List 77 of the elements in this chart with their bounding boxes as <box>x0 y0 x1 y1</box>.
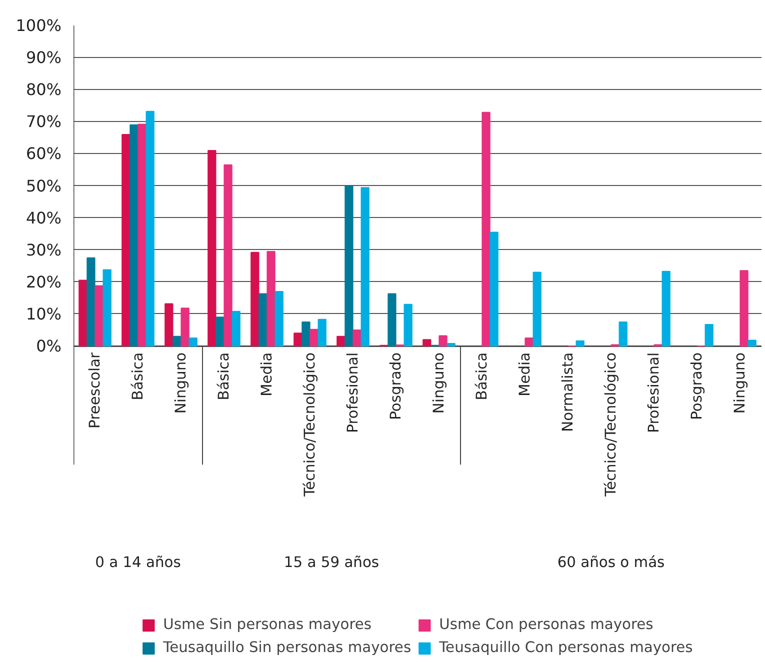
legend-label: Teusaquillo Con personas mayores <box>439 639 693 656</box>
bar <box>490 232 498 347</box>
x-tick-label: Ninguno <box>430 352 448 414</box>
x-tick-label: Básica <box>216 352 232 400</box>
bar <box>662 270 670 347</box>
x-tick-label: Media <box>258 352 276 396</box>
y-tick-label: 100% <box>16 16 62 35</box>
bar <box>188 337 198 347</box>
x-tick-label: Técnico/Tecnológico <box>302 352 318 498</box>
y-tick-label: 50% <box>26 176 62 196</box>
bar <box>740 270 748 347</box>
text: 15 a 59 años <box>284 554 380 571</box>
x-tick-label: Normalista <box>560 352 576 432</box>
text: 0 a 14 años <box>95 554 181 571</box>
bar <box>524 337 534 347</box>
bar <box>232 310 240 347</box>
bar <box>482 112 490 347</box>
x-tick-label: Posgrado <box>388 352 404 420</box>
bar <box>180 308 190 347</box>
bar <box>352 329 362 347</box>
bar <box>318 318 326 347</box>
y-tick-label: 40% <box>26 208 62 228</box>
bar <box>274 291 284 347</box>
bar <box>404 304 412 347</box>
bar <box>146 110 154 347</box>
bar <box>172 336 182 347</box>
bar <box>216 316 224 347</box>
y-tick-label: 70% <box>26 112 62 132</box>
y-tick-label: 20% <box>26 272 62 292</box>
x-tick-label: Profesional <box>646 352 662 433</box>
bar <box>618 321 628 347</box>
y-tick-label: 30% <box>26 240 62 260</box>
bar <box>446 342 456 347</box>
bar <box>388 293 396 347</box>
y-tick-label: 80% <box>26 80 62 100</box>
legend-label: Usme Sin personas mayores <box>163 616 372 633</box>
bar <box>532 272 542 347</box>
x-tick-label: Básica <box>130 352 146 400</box>
bar <box>294 332 302 347</box>
y-tick-label: 0% <box>36 336 62 356</box>
text: 60 años o más <box>557 554 665 571</box>
y-tick-label: 90% <box>26 48 62 68</box>
bar <box>310 328 318 347</box>
bar <box>102 269 112 347</box>
bar <box>224 164 232 347</box>
x-tick-label: Ninguno <box>732 352 748 414</box>
bar <box>704 324 714 347</box>
bar <box>576 340 584 347</box>
bar <box>138 124 146 347</box>
bar <box>86 257 96 347</box>
x-tick-label: Posgrado <box>688 352 706 420</box>
y-tick-label: 10% <box>26 304 62 324</box>
bar <box>336 336 346 347</box>
x-tick-label: Técnico/Tecnológico <box>602 352 620 498</box>
legend-label: Teusaquillo Sin personas mayores <box>163 639 412 656</box>
bar <box>94 285 104 347</box>
bar <box>438 335 448 347</box>
y-tick-label: 60% <box>26 144 62 164</box>
bar <box>422 339 432 347</box>
bar <box>78 280 88 347</box>
bar <box>266 250 276 347</box>
bar <box>122 134 130 347</box>
bar <box>344 185 354 347</box>
bar <box>302 321 310 347</box>
bar <box>164 303 174 347</box>
x-tick-label: Profesional <box>344 352 362 433</box>
legend-label: Usme Con personas mayores <box>439 616 654 633</box>
bar <box>258 293 268 347</box>
bar <box>250 252 260 347</box>
x-tick-label: Media <box>516 352 534 396</box>
bar <box>360 187 370 347</box>
x-tick-label: Preescolar <box>86 351 104 428</box>
x-tick-label: Ninguno <box>172 352 190 414</box>
x-tick-label: Básica <box>474 352 490 400</box>
bar <box>208 150 216 347</box>
bar <box>748 340 756 347</box>
bar <box>130 124 138 347</box>
